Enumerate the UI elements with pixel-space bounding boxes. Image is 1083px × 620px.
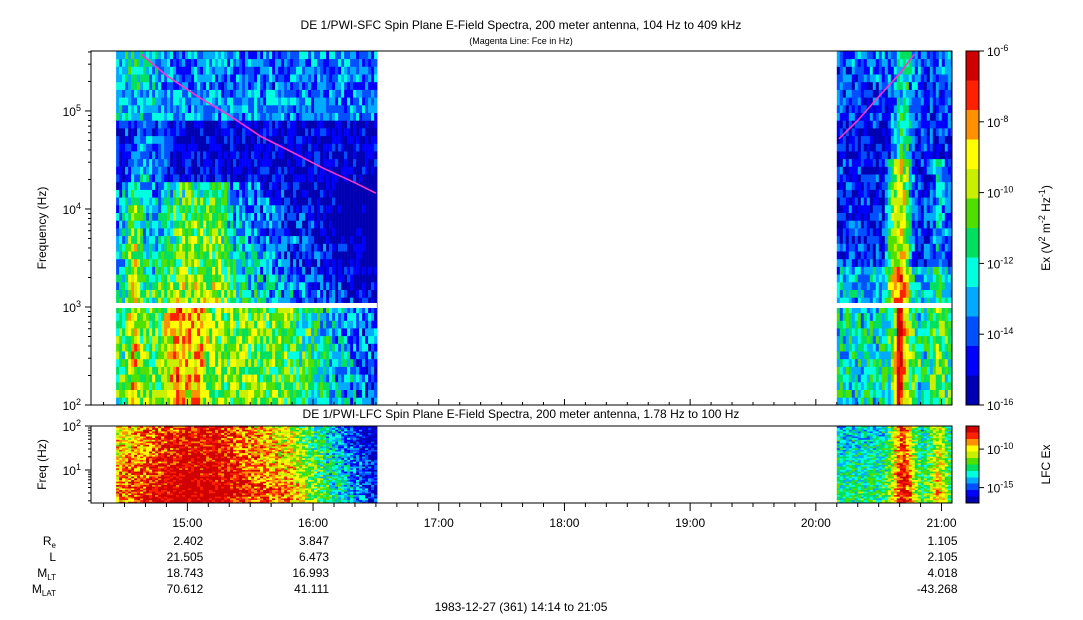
lfc-frame: [90, 425, 953, 504]
lfc-title: DE 1/PWI-LFC Spin Plane E-Field Spectra,…: [302, 407, 740, 421]
sfc-colorbar-tick-label: 10-12: [987, 255, 1013, 271]
ephemeris-value: 3.847: [299, 534, 329, 548]
time-tick-label: 18:00: [549, 516, 579, 530]
sfc-title: DE 1/PWI-SFC Spin Plane E-Field Spectra,…: [300, 18, 742, 32]
sfc-cell: [950, 51, 952, 60]
lfc-spectrogram: [116, 426, 952, 503]
ephemeris-value: -43.268: [917, 582, 958, 596]
time-range-footer: 1983-12-27 (361) 14:14 to 21:05: [434, 600, 608, 614]
ephemeris-value: 2.402: [173, 534, 203, 548]
time-tick-label: 16:00: [298, 516, 328, 530]
ephemeris-label: Re: [43, 534, 57, 550]
sfc-colorbar-tick-label: 10-8: [987, 114, 1008, 130]
sfc-subtitle: (Magenta Line: Fce in Hz): [469, 36, 573, 46]
ephemeris-value: 4.018: [927, 566, 957, 580]
lfc-ylabel: Freq (Hz): [35, 439, 49, 490]
lfc-colorbar-label: LFC Ex: [1039, 444, 1053, 484]
sfc-ytick-label: 105: [63, 103, 81, 119]
lfc-ytick-label: 102: [63, 418, 81, 434]
sfc-ylabel: Frequency (Hz): [35, 187, 49, 270]
time-tick-label: 21:00: [927, 516, 957, 530]
lfc-ytick-label: 101: [63, 462, 81, 478]
sfc-spectrogram: [115, 51, 952, 405]
ephemeris-value: 2.105: [927, 550, 957, 564]
ephemeris-value: 6.473: [299, 550, 329, 564]
sfc-colorbar-tick-label: 10-14: [987, 326, 1013, 342]
lfc-colorbar-tick-label: 10-15: [987, 480, 1013, 496]
lfc-cell: [374, 426, 378, 429]
sfc-ytick-label: 104: [63, 201, 81, 217]
ephemeris-value: 70.612: [167, 582, 204, 596]
time-tick-label: 17:00: [424, 516, 454, 530]
lfc-colorbar-tick-label: 10-10: [987, 441, 1013, 457]
sfc-ytick-label: 103: [63, 299, 81, 315]
ephemeris-value: 16.993: [292, 566, 329, 580]
time-tick-label: 20:00: [801, 516, 831, 530]
sfc-colorbar: [965, 50, 980, 406]
ephemeris-value: 21.505: [167, 550, 204, 564]
ephemeris-value: 1.105: [927, 534, 957, 548]
sfc-colorbar-tick-label: 10-16: [987, 397, 1013, 413]
ephemeris-label: MLT: [37, 566, 56, 582]
time-tick-label: 19:00: [675, 516, 705, 530]
ephemeris-value: 41.111: [294, 582, 329, 596]
lfc-cell: [950, 426, 952, 429]
ephemeris-label: L: [49, 550, 56, 564]
sfc-colorbar-tick-label: 10-6: [987, 43, 1008, 59]
sfc-colorbar-tick-label: 10-10: [987, 185, 1013, 201]
sfc-band-gap: [115, 302, 377, 308]
sfc-ytick-label: 102: [63, 397, 81, 413]
ephemeris-label: MLAT: [32, 582, 56, 598]
fce-line-1: [140, 53, 377, 194]
ephemeris-value: 18.743: [167, 566, 204, 580]
sfc-band-gap: [835, 302, 952, 308]
time-tick-label: 15:00: [172, 516, 202, 530]
sfc-colorbar-label: Ex (V2 m-2 Hz-1): [1037, 185, 1053, 271]
fce-line-2: [838, 53, 915, 140]
lfc-colorbar: [965, 425, 980, 504]
sfc-cell: [374, 51, 378, 60]
sfc-frame: [90, 50, 953, 406]
